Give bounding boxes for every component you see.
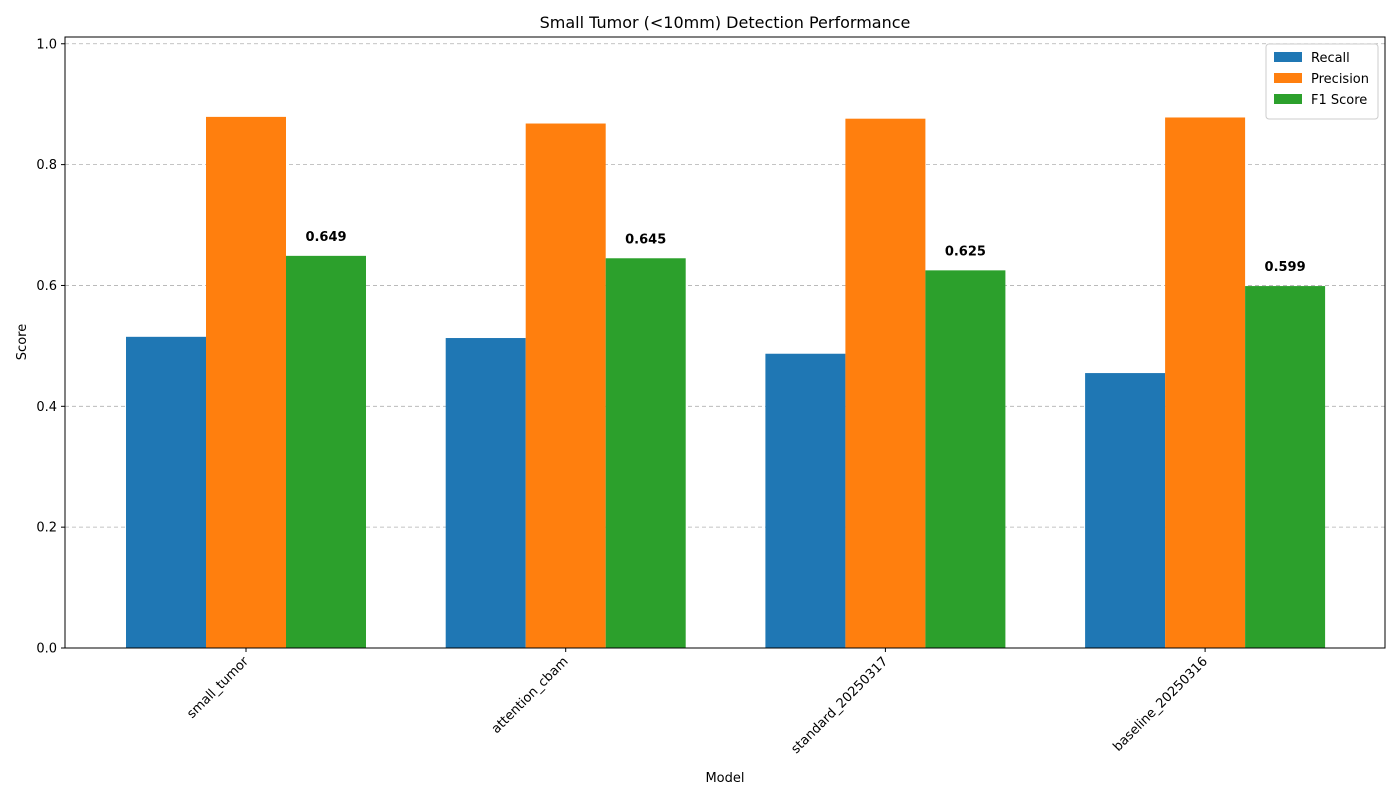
bar-f1-score <box>286 255 366 649</box>
y-tick-label: 0.4 <box>36 400 57 415</box>
legend-label: Recall <box>1311 51 1350 66</box>
y-tick-label: 1.0 <box>36 37 57 52</box>
data-label: 0.625 <box>945 244 986 259</box>
bar-f1-score <box>605 258 686 648</box>
data-label: 0.645 <box>625 232 666 247</box>
bar-precision <box>845 118 926 648</box>
bar-recall <box>126 336 206 648</box>
bar-precision <box>206 116 286 649</box>
plot-area-frame <box>64 36 1386 649</box>
bar-f1-score <box>925 270 1006 648</box>
legend-swatch <box>1274 73 1302 83</box>
x-axis-title: Model <box>705 771 744 786</box>
bar-recall <box>765 353 846 648</box>
y-tick-label: 0.8 <box>36 158 57 173</box>
legend-label: Precision <box>1311 72 1369 87</box>
y-tick-label: 0.0 <box>36 642 57 657</box>
y-tick-label: 0.6 <box>36 279 57 294</box>
data-label: 0.649 <box>305 230 346 245</box>
legend-swatch <box>1274 94 1302 104</box>
x-axis: small_tumor attention_cbam standard_202503… <box>184 648 1211 757</box>
bar-f1-score <box>1245 286 1326 648</box>
data-labels: 0.649 0.645 0.625 0.599 <box>305 230 1305 275</box>
data-label: 0.599 <box>1265 260 1306 275</box>
x-tick-label: attention_cbam <box>489 654 572 737</box>
legend-label: F1 Score <box>1311 93 1367 108</box>
bars <box>126 116 1326 649</box>
bar-precision <box>525 123 606 648</box>
y-axis: 0.0 0.2 0.4 0.6 0.8 1.0 <box>36 37 65 657</box>
legend-swatch <box>1274 52 1302 62</box>
legend: Recall Precision F1 Score <box>1265 43 1379 120</box>
x-tick-label: small_tumor <box>184 654 252 722</box>
bar-recall <box>445 338 526 648</box>
bar-recall <box>1085 373 1166 648</box>
x-tick-label: baseline_20250316 <box>1110 654 1210 754</box>
y-tick-label: 0.2 <box>36 521 57 536</box>
y-axis-title: Score <box>15 324 30 360</box>
x-tick-label: standard_20250317 <box>788 654 891 757</box>
chart-title: Small Tumor (<10mm) Detection Performanc… <box>540 13 911 32</box>
bar-precision <box>1165 117 1246 649</box>
